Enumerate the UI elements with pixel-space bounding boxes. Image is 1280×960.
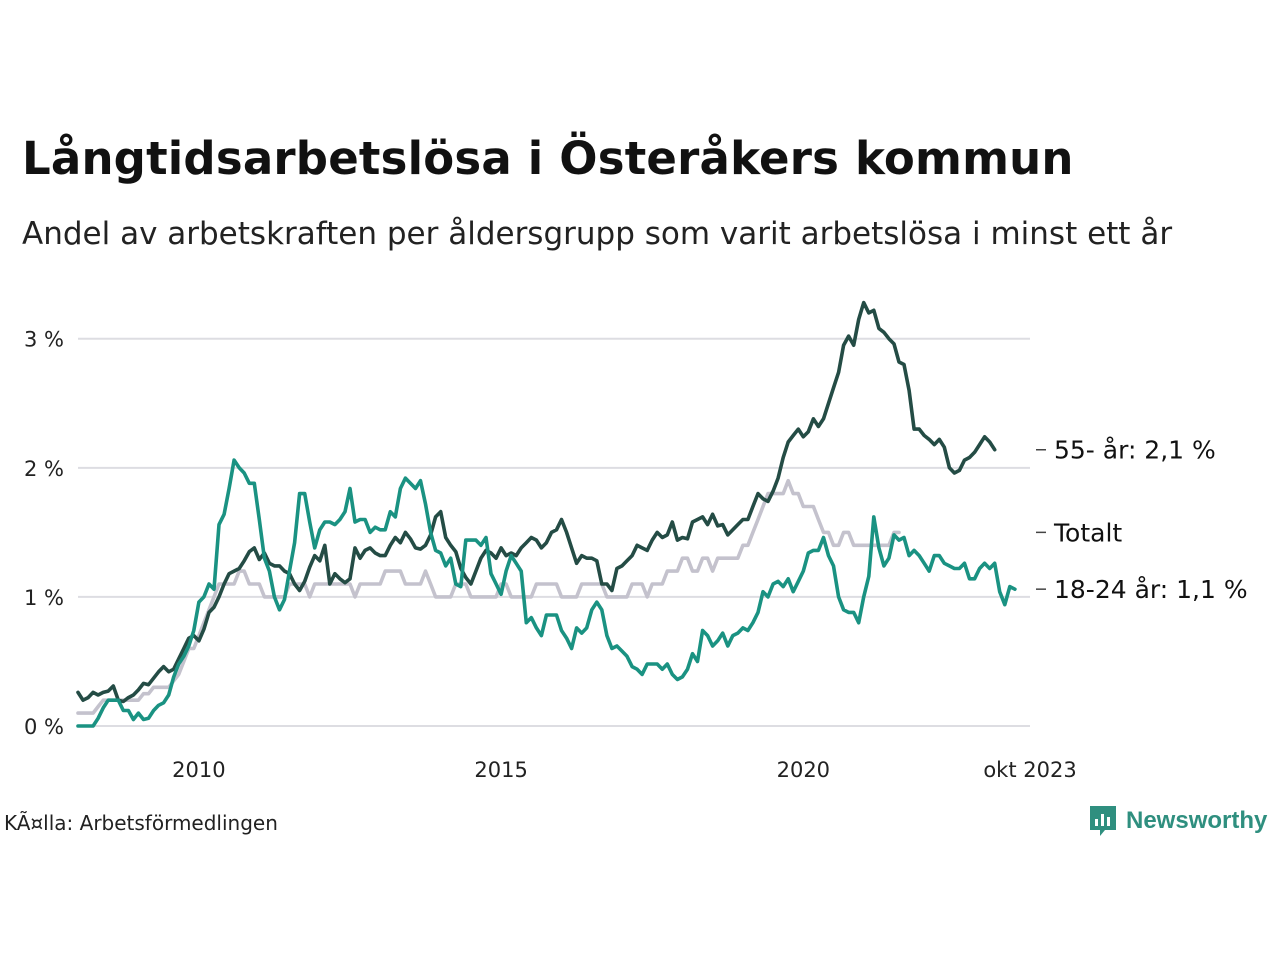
- x-axis: 2010 2015 2020 okt 2023: [172, 758, 1077, 782]
- series-end-label: 18-24 år: 1,1 %: [1054, 575, 1248, 604]
- series-line: [76, 478, 901, 715]
- series-labels: Totalt 55- år: 2,1 % 18-24 år: 1,1 %: [1036, 436, 1248, 604]
- x-tick-label: 2015: [474, 758, 527, 782]
- y-tick-label: 2 %: [24, 457, 64, 481]
- y-tick-label: 0 %: [24, 715, 64, 739]
- series-lines: [76, 300, 1017, 728]
- series-end-label: Totalt: [1053, 518, 1122, 547]
- y-tick-label: 1 %: [24, 586, 64, 610]
- series-end-label: 55- år: 2,1 %: [1054, 436, 1216, 465]
- series-line: [76, 300, 997, 704]
- chart-title: Långtidsarbetslösa i Österåkers kommun: [22, 132, 1074, 185]
- gridlines: [78, 337, 1030, 727]
- x-tick-label: okt 2023: [983, 758, 1076, 782]
- newsworthy-logo-icon: [1090, 806, 1116, 836]
- y-tick-label: 3 %: [24, 328, 64, 352]
- brand-name: Newsworthy: [1126, 807, 1268, 834]
- brand-logo: Newsworthy: [1088, 804, 1267, 838]
- x-tick-label: 2020: [777, 758, 830, 782]
- x-tick-label: 2010: [172, 758, 225, 782]
- chart-subtitle: Andel av arbetskraften per åldersgrupp s…: [22, 216, 1173, 252]
- series-line: [76, 458, 1017, 728]
- source-note: KÃ¤lla: Arbetsförmedlingen: [4, 811, 278, 835]
- y-axis: 0 % 1 % 2 % 3 %: [24, 328, 64, 739]
